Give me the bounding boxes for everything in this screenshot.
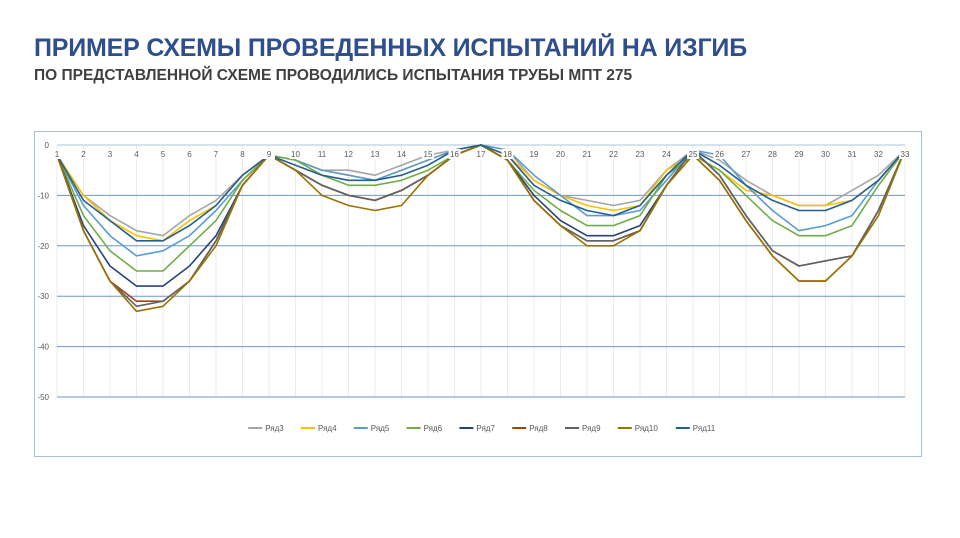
- x-tick-label-bg: [819, 149, 832, 159]
- x-tick-label: 21: [583, 150, 592, 159]
- y-tick-label: -30: [37, 292, 49, 301]
- x-tick-label: 24: [662, 150, 671, 159]
- x-tick-label-bg: [157, 149, 169, 159]
- x-tick-label-bg: [51, 149, 63, 159]
- y-tick-label: -40: [37, 343, 49, 352]
- x-tick-label-bg: [422, 149, 434, 159]
- series-line: [56, 144, 906, 242]
- x-tick-label: 31: [848, 150, 857, 159]
- x-tick-label: 26: [715, 150, 724, 159]
- x-tick-label: 8: [240, 150, 245, 159]
- x-tick-label-bg: [660, 149, 673, 159]
- x-tick-label: 13: [371, 150, 380, 159]
- x-tick-label: 27: [742, 150, 751, 159]
- x-tick-label: 9: [267, 150, 272, 159]
- x-tick-label-bg: [554, 149, 567, 159]
- legend-label: Ряд6: [424, 424, 443, 433]
- x-tick-label: 29: [795, 150, 804, 159]
- y-tick-label: -10: [37, 191, 49, 200]
- x-tick-label: 11: [318, 150, 327, 159]
- x-tick-label-bg: [210, 149, 222, 159]
- line-chart: 0-10-20-30-40-501 2 3 4 5 6 7 8 9 10 11 12 13 14 15 16 1…: [37, 141, 911, 433]
- x-tick-label: 4: [134, 150, 139, 159]
- x-tick-label: 19: [530, 150, 539, 159]
- legend-label: Ряд7: [476, 424, 495, 433]
- x-tick-label: 28: [768, 150, 777, 159]
- x-tick-label-bg: [342, 149, 355, 159]
- x-tick-label-bg: [713, 149, 726, 159]
- x-tick-label-bg: [475, 149, 487, 159]
- x-tick-label: 10: [291, 150, 300, 159]
- x-tick-label: 32: [874, 150, 883, 159]
- legend-label: Ряд3: [265, 424, 284, 433]
- x-tick-label: 16: [450, 150, 459, 159]
- x-tick-label-bg: [607, 149, 620, 159]
- legend-label: Ряд8: [529, 424, 548, 433]
- x-tick-label: 30: [821, 150, 830, 159]
- x-tick-label-bg: [130, 149, 143, 159]
- x-tick-label-bg: [316, 149, 328, 159]
- legend-label: Ряд11: [693, 424, 716, 433]
- x-tick-label: 6: [187, 150, 192, 159]
- x-tick-label: 14: [397, 150, 406, 159]
- x-tick-label-bg: [846, 149, 858, 159]
- x-tick-label: 20: [556, 150, 565, 159]
- x-tick-label-bg: [581, 149, 593, 159]
- legend-label: Ряд5: [371, 424, 390, 433]
- y-tick-label: -20: [37, 242, 49, 251]
- x-tick-label: 17: [477, 150, 486, 159]
- x-tick-label-bg: [899, 149, 911, 159]
- x-tick-label-bg: [369, 149, 381, 159]
- x-tick-label-bg: [448, 149, 461, 159]
- x-tick-label: 15: [424, 150, 433, 159]
- x-tick-label: 5: [161, 150, 166, 159]
- x-tick-label-bg: [793, 149, 805, 159]
- x-tick-label: 3: [108, 150, 113, 159]
- x-tick-label-bg: [687, 149, 699, 159]
- x-tick-label: 12: [344, 150, 353, 159]
- x-tick-label-bg: [263, 149, 275, 159]
- slide-title: ПРИМЕР СХЕМЫ ПРОВЕДЕННЫХ ИСПЫТАНИЙ НА ИЗ…: [34, 34, 747, 62]
- chart-area: 0 -10 -20 -30 -40 -50 1 2 3 4 5 6 7 8 9 10 11 12 13 14 15 16 1…: [34, 131, 922, 457]
- x-tick-label: 2: [81, 150, 86, 159]
- x-tick-label-bg: [395, 149, 408, 159]
- x-tick-label-bg: [740, 149, 752, 159]
- x-tick-label-bg: [501, 149, 514, 159]
- x-tick-label: 25: [689, 150, 698, 159]
- x-tick-label-bg: [634, 149, 646, 159]
- legend-label: Ряд10: [635, 424, 659, 433]
- x-tick-label-bg: [872, 149, 885, 159]
- x-tick-label-bg: [289, 149, 302, 159]
- x-tick-label-bg: [528, 149, 540, 159]
- x-tick-label: 7: [214, 150, 219, 159]
- x-tick-label: 33: [901, 150, 910, 159]
- x-tick-label-bg: [766, 149, 779, 159]
- x-tick-label: 23: [636, 150, 645, 159]
- x-tick-label-bg: [183, 149, 196, 159]
- y-tick-label: 0: [45, 141, 50, 150]
- x-tick-label: 1: [55, 150, 60, 159]
- slide-subtitle: ПО ПРЕДСТАВЛЕННОЙ СХЕМЕ ПРОВОДИЛИСЬ ИСПЫ…: [34, 67, 633, 84]
- x-tick-label-bg: [77, 149, 90, 159]
- x-tick-label-bg: [104, 149, 116, 159]
- y-tick-label: -50: [37, 393, 49, 402]
- legend-label: Ряд4: [318, 424, 337, 433]
- x-tick-label: 22: [609, 150, 618, 159]
- legend-label: Ряд9: [582, 424, 601, 433]
- x-tick-label: 18: [503, 150, 512, 159]
- x-tick-label-bg: [236, 149, 249, 159]
